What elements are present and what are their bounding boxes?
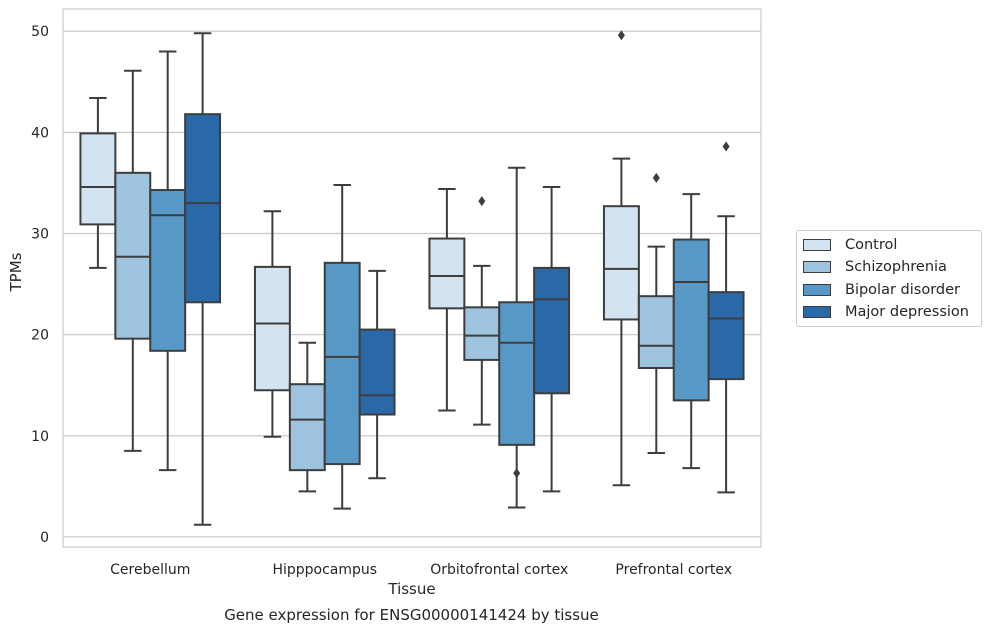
legend-item-bipolar-disorder: Bipolar disorder [803,279,960,301]
y-tick-label-0: 0 [40,530,49,546]
legend-swatch-control [803,239,831,251]
box-schizophrenia-3 [637,172,675,454]
box-control-2 [428,188,466,412]
y-tick-label-40: 40 [31,125,49,141]
box-body-control-1 [253,265,291,392]
box-major-depression-3 [707,141,745,494]
legend-swatch-schizophrenia [803,261,831,273]
y-axis-label: TPMs [7,252,25,292]
legend-swatch-bipolar-disorder [803,284,831,296]
x-tick-labels: Cerebellum Hipppocampus Orbitofrontal cort… [110,562,732,578]
box-body-schizophrenia-0 [114,171,152,340]
box-body-major-depression-3 [707,291,745,381]
outlier-schizophrenia-2-0 [478,196,486,207]
legend-swatch-major-depression [803,306,831,318]
x-tick-label-orbitofrontal-cortex: Orbitofrontal cortex [430,562,568,578]
legend-item-control: Control [803,234,897,256]
box-body-bipolar-disorder-0 [149,189,187,352]
legend-label-bipolar-disorder: Bipolar disorder [845,282,960,298]
box-control-3 [602,30,640,487]
x-tick-label-hipppocampus: Hipppocampus [272,562,377,578]
box-schizophrenia-2 [463,196,501,426]
box-major-depression-1 [358,269,396,480]
box-major-depression-0 [184,32,222,526]
box-body-control-0 [79,132,117,226]
box-body-bipolar-disorder-1 [323,261,361,466]
legend-item-major-depression: Major depression [803,301,969,323]
outlier-control-3-0 [617,30,625,41]
box-body-bipolar-disorder-3 [672,238,710,402]
legend-item-schizophrenia: Schizophrenia [803,256,947,278]
box-body-control-2 [428,237,466,310]
box-bipolar-disorder-2 [498,166,536,509]
legend-label-major-depression: Major depression [845,304,969,320]
legend-label-schizophrenia: Schizophrenia [845,259,947,275]
x-axis-label: Tissue [387,580,435,598]
y-tick-labels: 0 10 20 30 40 50 [31,24,49,546]
legend: Control Schizophrenia Bipolar disorder M… [796,230,982,327]
y-tick-label-50: 50 [31,24,49,40]
box-body-schizophrenia-3 [637,295,675,370]
box-bipolar-disorder-1 [323,183,361,510]
y-tick-label-20: 20 [31,328,49,344]
box-major-depression-2 [533,185,571,493]
box-control-1 [253,210,291,438]
box-schizophrenia-0 [114,69,152,452]
box-body-bipolar-disorder-2 [498,301,536,446]
box-body-control-3 [602,205,640,321]
box-control-0 [79,96,117,269]
box-body-major-depression-2 [533,266,571,395]
outlier-schizophrenia-3-0 [652,172,660,183]
outlier-major-depression-3-0 [722,141,730,152]
chart-caption: Gene expression for ENSG00000141424 by t… [224,606,599,624]
box-body-schizophrenia-2 [463,306,501,361]
box-bipolar-disorder-3 [672,193,710,470]
box-schizophrenia-1 [288,341,326,493]
box-body-major-depression-0 [184,113,222,304]
x-tick-label-prefrontal-cortex: Prefrontal cortex [615,562,732,578]
box-body-major-depression-1 [358,328,396,416]
boxes [79,30,745,526]
x-tick-label-cerebellum: Cerebellum [110,562,190,578]
box-body-schizophrenia-1 [288,383,326,472]
outlier-bipolar-disorder-2-0 [513,468,521,479]
legend-label-control: Control [845,237,898,253]
y-tick-label-30: 30 [31,227,49,243]
y-tick-label-10: 10 [31,429,49,445]
